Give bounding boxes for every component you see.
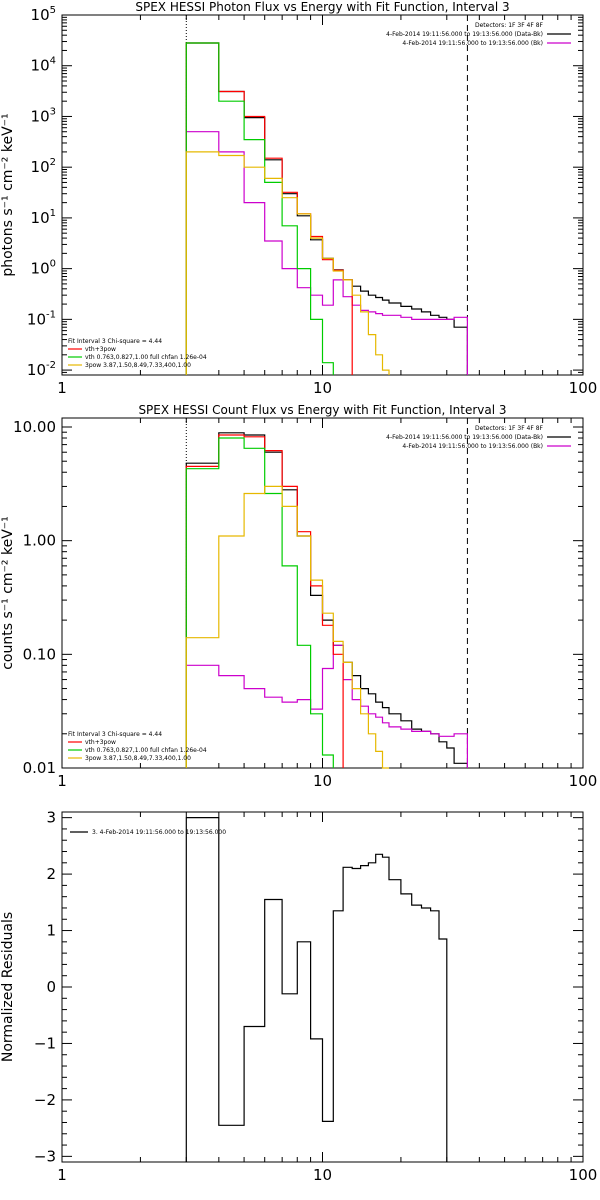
chart-panel-2: SPEX HESSI Count Flux vs Energy with Fit…: [0, 403, 597, 790]
chart-panel-3: Normalized Residuals 1 10 100 −3 −2 −1 0 1 2 3 3. 4…: [0, 809, 597, 1184]
legend-entry: vth+3pow: [85, 739, 116, 746]
y-tick-label: 101: [31, 208, 56, 227]
x-tick-label: 1: [57, 379, 67, 397]
legend-fit-header: Fit Interval 3 Chi-square = 4.44: [68, 731, 162, 738]
y-tick-label: 104: [31, 56, 56, 75]
y-tick-label: −2: [34, 1091, 56, 1109]
y-tick-label: 2: [46, 865, 56, 883]
series-line-2: [185, 644, 468, 768]
series-line-3: [185, 42, 353, 375]
x-tick-label: 10: [313, 1166, 332, 1184]
x-tick-label: 100: [569, 379, 598, 397]
legend-fit-header: Fit Interval 3 Chi-square = 4.44: [68, 338, 162, 345]
y-axis-label: counts s⁻¹ cm⁻² keV⁻¹: [0, 516, 16, 670]
series-line-1: [185, 817, 448, 1162]
y-axis-label: Normalized Residuals: [0, 912, 16, 1062]
legend-entry: 3pow 3.87,1.50,8.49,7.33,400,1.00: [85, 362, 191, 369]
x-tick-label: 1: [57, 1166, 67, 1184]
y-tick-label: −3: [34, 1147, 56, 1165]
legend-top-text: 4-Feb-2014 19:11:56.000 to 19:13:56.000 …: [386, 434, 543, 441]
legend-entry: vth 0.763,0.827,1.00 full chfan 1.26e-04: [85, 747, 207, 754]
y-axis-label: photons s⁻¹ cm⁻² keV⁻¹: [0, 113, 16, 276]
y-tick-label: 100: [31, 259, 56, 278]
chart-title: SPEX HESSI Photon Flux vs Energy with Fi…: [135, 0, 509, 14]
y-tick-label: 0.01: [23, 759, 56, 777]
legend-top-text: 4-Feb-2014 19:11:56.000 to 19:13:56.000 …: [402, 443, 543, 450]
series-line-3: [185, 434, 344, 768]
y-tick-label: 102: [31, 157, 56, 176]
y-tick-label: 1: [46, 922, 56, 940]
series-line-1: [185, 42, 468, 375]
chart-panel-1: SPEX HESSI Photon Flux vs Energy with Fi…: [0, 0, 597, 397]
legend-entry: vth 0.763,0.827,1.00 full chfan 1.26e-04: [85, 354, 207, 361]
y-tick-label: 3: [46, 809, 56, 827]
series-line-4: [185, 42, 334, 375]
legend-entry: 3pow 3.87,1.50,8.49,7.33,400,1.00: [85, 755, 191, 762]
series-line-5: [185, 151, 390, 375]
y-tick-label: 10.00: [13, 418, 56, 436]
y-tick-label: 105: [31, 5, 56, 24]
x-tick-label: 100: [569, 1166, 598, 1184]
x-tick-label: 100: [569, 772, 598, 790]
x-tick-label: 10: [313, 379, 332, 397]
legend-top-text: 4-Feb-2014 19:11:56.000 to 19:13:56.000 …: [402, 40, 543, 47]
legend-top-text: 3. 4-Feb-2014 19:11:56.000 to 19:13:56.0…: [92, 829, 226, 836]
y-tick-label: 0: [46, 978, 56, 996]
series-line-1: [185, 432, 468, 768]
x-tick-label: 10: [313, 772, 332, 790]
y-tick-label: 10-2: [27, 360, 56, 379]
legend-top-text: Detectors: 1F 3F 4F 8F: [475, 425, 544, 432]
x-tick-label: 1: [57, 772, 67, 790]
series-line-4: [185, 437, 334, 768]
legend-top-text: Detectors: 1F 3F 4F 8F: [475, 22, 544, 29]
y-tick-label: 0.10: [23, 645, 56, 663]
legend-entry: vth+3pow: [85, 346, 116, 353]
y-tick-label: 10-1: [27, 309, 56, 328]
y-tick-label: 103: [31, 106, 56, 125]
chart-title: SPEX HESSI Count Flux vs Energy with Fit…: [138, 403, 506, 417]
series-line-5: [185, 485, 389, 769]
legend-top-text: 4-Feb-2014 19:11:56.000 to 19:13:56.000 …: [386, 31, 543, 38]
series-line-2: [185, 131, 468, 375]
y-tick-label: −1: [34, 1034, 56, 1052]
y-tick-label: 1.00: [23, 532, 56, 550]
